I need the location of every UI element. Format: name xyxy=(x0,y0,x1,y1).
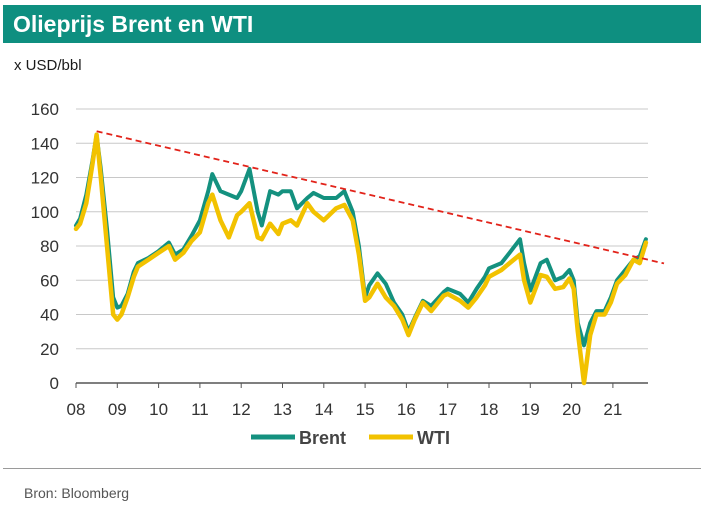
x-tick-label: 13 xyxy=(273,400,292,419)
x-tick-label: 20 xyxy=(562,400,581,419)
legend: Brent WTI xyxy=(251,428,450,448)
x-tick-label: 16 xyxy=(397,400,416,419)
footer-divider xyxy=(3,468,701,469)
source-note: Bron: Bloomberg xyxy=(24,485,130,501)
y-axis-unit-label: x USD/bbl xyxy=(14,57,82,74)
y-tick-label: 80 xyxy=(40,237,59,256)
series-lines xyxy=(73,132,649,386)
y-tick-label: 20 xyxy=(40,340,59,359)
series-line-brent xyxy=(74,132,648,348)
x-tick-label: 12 xyxy=(232,400,251,419)
x-tick-labels: 08 09 10 11 12 13 14 15 16 17 18 19 20 21 xyxy=(67,383,622,419)
title-bar: Olieprijs Brent en WTI xyxy=(3,5,701,43)
legend-label-wti: WTI xyxy=(417,428,450,448)
y-tick-labels: 0 20 40 60 80 100 120 140 160 xyxy=(31,100,59,393)
x-tick-label: 08 xyxy=(67,400,86,419)
oil-price-chart: 0 20 40 60 80 100 120 140 160 08 09 10 11 12 13 14 15 16… xyxy=(31,100,665,448)
legend-label-brent: Brent xyxy=(299,428,346,448)
x-tick-label: 15 xyxy=(356,400,375,419)
y-tick-label: 140 xyxy=(31,134,59,153)
x-tick-label: 17 xyxy=(438,400,457,419)
x-tick-label: 11 xyxy=(191,400,209,419)
x-tick-label: 21 xyxy=(603,400,622,419)
x-tick-label: 10 xyxy=(149,400,168,419)
y-tick-label: 100 xyxy=(31,203,59,222)
chart-title: Olieprijs Brent en WTI xyxy=(13,11,254,37)
trendline xyxy=(96,130,665,265)
x-tick-label: 14 xyxy=(314,400,333,419)
x-tick-label: 09 xyxy=(108,400,127,419)
series-line-wti xyxy=(73,132,649,386)
y-tick-label: 60 xyxy=(40,271,59,290)
y-tick-label: 0 xyxy=(50,374,59,393)
y-tick-label: 160 xyxy=(31,100,59,119)
y-tick-label: 120 xyxy=(31,169,59,188)
x-tick-label: 19 xyxy=(521,400,540,419)
y-tick-label: 40 xyxy=(40,306,59,325)
x-tick-label: 18 xyxy=(480,400,499,419)
trendline-layer xyxy=(96,130,665,265)
